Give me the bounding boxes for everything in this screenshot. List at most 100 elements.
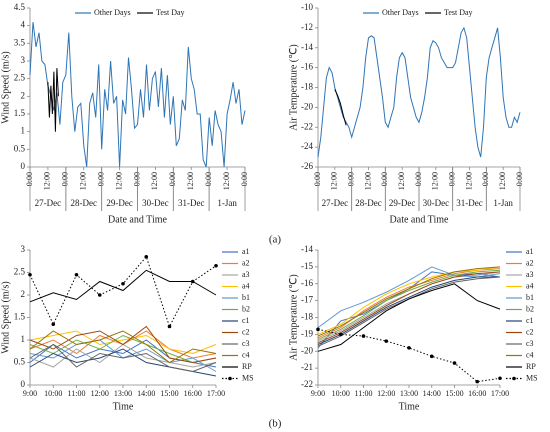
- y-tick-label: 1.5: [14, 312, 26, 322]
- series-line: [317, 266, 501, 329]
- x-tick-label: 11:00: [68, 389, 86, 398]
- point: [338, 332, 343, 337]
- x-tick-label: 13:00: [400, 389, 418, 398]
- x-tick-label: 0:00: [204, 172, 213, 186]
- x-tick-label: 12:00: [363, 172, 372, 190]
- y-tick-label: -10: [301, 2, 313, 12]
- y-tick-label: 2: [21, 289, 26, 299]
- point: [384, 339, 389, 343]
- y-tick-label: -15: [301, 261, 313, 271]
- x-tick-label: 13:00: [114, 389, 132, 398]
- x-tick-label: 11:00: [355, 389, 373, 398]
- group-label: 29-Dec: [389, 198, 416, 208]
- series-line: [29, 325, 217, 364]
- legend-label: MS: [242, 373, 254, 382]
- x-tick-label: 0:00: [25, 172, 34, 186]
- x-tick-label: 16:00: [184, 389, 202, 398]
- x-tick-label: 0:00: [313, 172, 322, 186]
- x-tick-label: 10:00: [44, 389, 62, 398]
- x-tick-label: 0:00: [240, 172, 249, 186]
- point: [361, 334, 366, 338]
- y-tick-label: 2.5: [14, 267, 26, 277]
- legend-label: c3: [526, 339, 534, 348]
- x-tick-label: 12:00: [330, 172, 339, 190]
- x-tick-label: 0:00: [346, 172, 355, 186]
- x-tick-label: 17:00: [207, 389, 225, 398]
- series-line: [29, 334, 217, 364]
- x-tick-label: 10:00: [332, 389, 350, 398]
- legend-label: c3: [242, 339, 250, 348]
- legend-label: Other Days: [94, 8, 131, 17]
- y-tick-label: 2: [21, 90, 26, 100]
- y-tick-label: -21: [301, 362, 313, 372]
- x-tick-label: 14:00: [423, 389, 441, 398]
- x-tick-label: 12:00: [397, 172, 406, 190]
- legend-label: c4: [526, 350, 534, 359]
- group-label: 31-Dec: [178, 198, 205, 208]
- series-line: [47, 68, 59, 132]
- x-tick-label: 12:00: [377, 389, 395, 398]
- y-axis-label: Air Temperature (℃): [288, 274, 299, 360]
- x-tick-label: 12:00: [431, 172, 440, 190]
- legend-label: b2: [242, 304, 250, 313]
- legend-label: MS: [526, 373, 538, 382]
- y-tick-label: -26: [301, 161, 313, 171]
- series-line: [29, 343, 217, 373]
- legend-label: a3: [242, 270, 250, 279]
- group-label: 1-Jan: [493, 198, 513, 208]
- x-tick-label: 12:00: [114, 172, 123, 190]
- legend-marker: [512, 376, 516, 381]
- point: [167, 324, 172, 329]
- series-line: [317, 271, 501, 344]
- series-line: [317, 328, 501, 383]
- panel-label: (a): [269, 234, 282, 246]
- y-tick-label: 4: [21, 20, 26, 30]
- point: [498, 376, 502, 381]
- y-tick-label: 3.5: [14, 37, 26, 47]
- y-axis-label: Wind Speed (m/s): [0, 51, 11, 123]
- x-tick-label: 0:00: [414, 172, 423, 186]
- legend-label: a2: [242, 258, 250, 267]
- legend-label: a2: [526, 258, 534, 267]
- point: [475, 379, 480, 384]
- group-label: 28-Dec: [71, 198, 98, 208]
- legend-label: a4: [526, 281, 534, 290]
- legend-label: a1: [526, 247, 534, 256]
- y-tick-label: -18: [301, 82, 313, 92]
- group-label: 27-Dec: [322, 198, 349, 208]
- x-tick-label: 16:00: [468, 389, 486, 398]
- point: [407, 346, 411, 350]
- point: [97, 293, 102, 297]
- legend-label: RP: [242, 362, 252, 371]
- x-tick-label: 9:00: [23, 389, 37, 398]
- group-label: 30-Dec: [142, 198, 169, 208]
- y-tick-label: -20: [301, 101, 313, 111]
- legend-label: Test Day: [444, 8, 473, 17]
- x-tick-label: 12:00: [498, 172, 507, 190]
- series-line: [29, 330, 217, 364]
- group-label: 30-Dec: [423, 198, 450, 208]
- x-axis-label: Date and Time: [390, 214, 449, 225]
- series-line: [334, 89, 347, 126]
- series-line: [29, 269, 217, 303]
- legend-label: a4: [242, 281, 250, 290]
- legend-label: b1: [526, 293, 534, 302]
- y-tick-label: 0: [21, 161, 26, 171]
- y-tick-label: 1: [21, 334, 26, 344]
- series-line: [317, 283, 501, 352]
- group-label: 28-Dec: [355, 198, 382, 208]
- legend-label: c1: [242, 316, 250, 325]
- x-tick-label: 17:00: [491, 389, 509, 398]
- y-tick-label: -22: [301, 121, 313, 131]
- series-line: [29, 330, 217, 355]
- y-tick-label: 4.5: [14, 2, 26, 12]
- x-tick-label: 12:00: [43, 172, 52, 190]
- series-line: [317, 266, 501, 335]
- point: [74, 272, 79, 277]
- legend-marker: [228, 376, 232, 381]
- y-tick-label: -16: [301, 278, 313, 288]
- series-line: [317, 26, 521, 158]
- y-tick-label: 0.5: [14, 143, 26, 153]
- group-label: 31-Dec: [456, 198, 483, 208]
- y-tick-label: -14: [301, 244, 313, 254]
